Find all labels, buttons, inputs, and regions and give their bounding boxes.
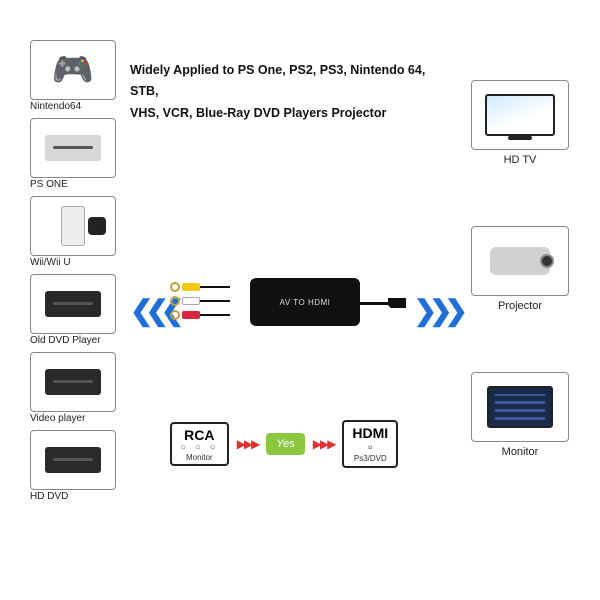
hdmi-badge-sub: Ps3/DVD (352, 454, 388, 464)
device-label: Nintendo64 (30, 102, 118, 112)
device-box: 🎮 (30, 40, 116, 100)
output-device: Monitor (470, 372, 570, 458)
output-device: Projector (470, 226, 570, 312)
device-label: Video player (30, 414, 118, 424)
device-box (30, 274, 116, 334)
converter-area: ❮❮❮ ❯❯❯ AV TO HDMI (130, 270, 460, 350)
monitor-icon (487, 386, 553, 428)
hdmi-cable (360, 298, 410, 308)
yes-badge: Yes (266, 433, 304, 455)
device-box (471, 80, 569, 150)
device-label: HD TV (504, 154, 537, 166)
device-label: Monitor (502, 446, 539, 458)
input-device: Wii/Wii U (30, 196, 118, 268)
mini-arrows-icon: ▶▶▶ (237, 437, 259, 451)
video-player-icon (45, 369, 101, 395)
hddvd-icon (45, 447, 101, 473)
tv-icon (485, 94, 555, 136)
heading-line1: Widely Applied to PS One, PS2, PS3, Nint… (130, 63, 425, 98)
input-device: HD DVD (30, 430, 118, 502)
input-device: Video player (30, 352, 118, 424)
arrow-right-icon: ❯❯❯ (414, 294, 460, 327)
rca-plug-yellow (170, 282, 230, 292)
device-box (30, 430, 116, 490)
rca-badge: RCA ○ ○ ○ Monitor (170, 422, 229, 467)
rca-plug-white (170, 296, 230, 306)
hdmi-plug-icon: ▫ (352, 440, 388, 454)
device-box (471, 226, 569, 296)
heading: Widely Applied to PS One, PS2, PS3, Nint… (130, 60, 450, 124)
device-label: Projector (498, 300, 542, 312)
gamepad-icon: 🎮 (52, 50, 94, 90)
heading-line2: VHS, VCR, Blue-Ray DVD Players Projector (130, 106, 386, 120)
device-label: PS ONE (30, 180, 118, 190)
console-icon (45, 135, 101, 161)
input-device: Old DVD Player (30, 274, 118, 346)
device-box (30, 196, 116, 256)
converter-device: AV TO HDMI (170, 270, 420, 340)
rca-cables (170, 282, 230, 324)
output-devices-column: HD TV Projector Monitor (470, 80, 570, 458)
device-label: Wii/Wii U (30, 258, 118, 268)
input-devices-column: 🎮 Nintendo64 PS ONE Wii/Wii U Old DVD Pl… (30, 40, 118, 502)
device-label: HD DVD (30, 492, 118, 502)
rca-plug-red (170, 310, 230, 320)
rca-badge-dots: ○ ○ ○ (180, 442, 219, 453)
device-box (30, 352, 116, 412)
diagram-canvas: Widely Applied to PS One, PS2, PS3, Nint… (30, 40, 570, 560)
rca-badge-sub: Monitor (180, 453, 219, 463)
converter-body: AV TO HDMI (250, 278, 360, 326)
dvd-icon (45, 291, 101, 317)
projector-icon (490, 247, 550, 275)
device-label: Old DVD Player (30, 336, 118, 346)
mini-arrows-icon: ▶▶▶ (313, 437, 335, 451)
wii-icon (61, 206, 85, 246)
input-device: 🎮 Nintendo64 (30, 40, 118, 112)
hdmi-badge-title: HDMI (352, 426, 388, 440)
device-box (30, 118, 116, 178)
input-device: PS ONE (30, 118, 118, 190)
badges-row: RCA ○ ○ ○ Monitor ▶▶▶ Yes ▶▶▶ HDMI ▫ Ps3… (170, 420, 398, 468)
output-device: HD TV (470, 80, 570, 166)
device-box (471, 372, 569, 442)
hdmi-badge: HDMI ▫ Ps3/DVD (342, 420, 398, 468)
rca-badge-title: RCA (180, 428, 219, 442)
